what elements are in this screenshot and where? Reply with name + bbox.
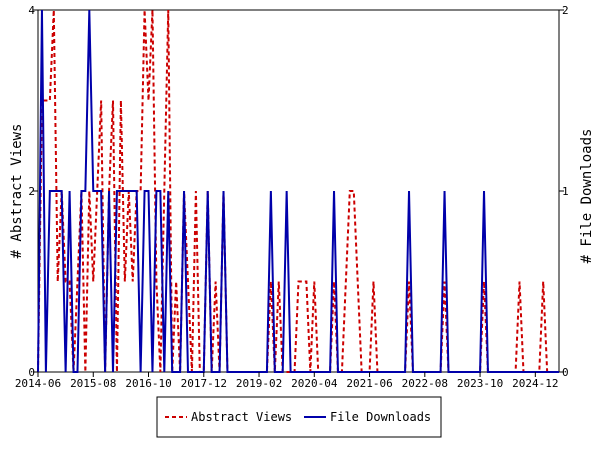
x-tick-label: 2022-08	[402, 377, 448, 390]
x-tick-label: 2017-12	[181, 377, 227, 390]
series-line-file-downloads	[37, 9, 559, 373]
y-tick-label-left: 4	[28, 4, 35, 17]
x-tick-label: 2014-06	[15, 377, 61, 390]
y-tick-label-left: 2	[28, 185, 35, 198]
y-axis-title-right: # File Downloads	[579, 129, 595, 264]
y-tick-label-right: 0	[562, 366, 569, 379]
y-axis-title-left: # Abstract Views	[9, 124, 25, 259]
legend: Abstract Views File Downloads	[156, 396, 442, 438]
x-tick-label: 2024-12	[512, 377, 558, 390]
x-tick-label: 2016-10	[125, 377, 171, 390]
legend-box	[156, 396, 442, 438]
y-tick-label-left: 0	[28, 366, 35, 379]
y-tick-label-right: 2	[562, 4, 569, 17]
x-tick-label: 2023-10	[457, 377, 503, 390]
x-tick-label: 2021-06	[346, 377, 392, 390]
x-tick-label: 2015-08	[70, 377, 116, 390]
x-tick-label: 2019-02	[236, 377, 282, 390]
legend-label-abstract-views: Abstract Views	[191, 410, 292, 424]
legend-label-file-downloads: File Downloads	[330, 410, 431, 424]
x-tick-label: 2020-04	[291, 377, 338, 390]
y-tick-label-right: 1	[562, 185, 569, 198]
